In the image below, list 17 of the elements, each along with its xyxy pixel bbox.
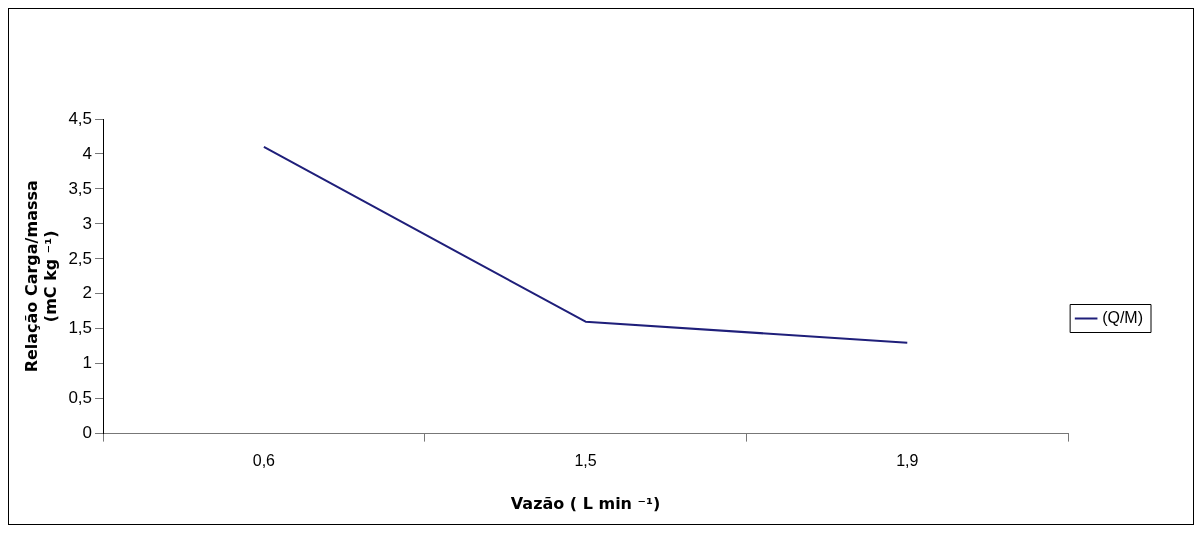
x-tick-label: 1,5 <box>574 451 597 469</box>
y-tick-label: 1,5 <box>68 318 93 338</box>
y-tick-label: 2,5 <box>68 248 93 268</box>
text: (mC kg ⁻¹) <box>40 230 60 323</box>
x-tick-label: 1,9 <box>896 451 919 469</box>
y-tick-label: 0,5 <box>68 388 93 408</box>
y-tick-label: 0 <box>82 423 93 443</box>
text: Relação Carga/massa <box>21 180 41 373</box>
x-axis-title: Vazão ( L min ⁻¹) <box>510 493 661 513</box>
y-tick-label: 3 <box>82 213 93 233</box>
y-tick-label: 1 <box>82 353 93 373</box>
y-tick-label: 3,5 <box>68 178 93 198</box>
y-tick-label: 4 <box>82 143 93 163</box>
legend-label: (Q/M) <box>1102 308 1143 326</box>
y-tick-label: 4,5 <box>68 108 93 128</box>
x-tick-label: 0,6 <box>252 451 276 469</box>
y-tick-label: 2 <box>82 283 93 303</box>
